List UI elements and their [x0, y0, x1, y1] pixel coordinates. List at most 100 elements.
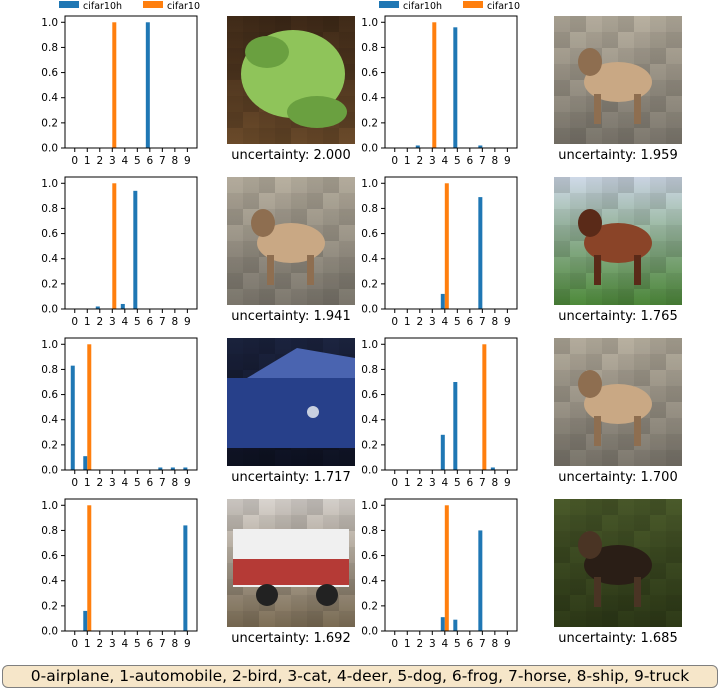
x-tick-label: 0 [71, 477, 78, 489]
y-tick-label: 0.4 [41, 575, 58, 587]
x-tick-label: 2 [416, 155, 423, 167]
uncertainty-label: uncertainty: 1.765 [558, 309, 677, 324]
x-tick-label: 2 [96, 638, 103, 650]
y-tick-label: 0.6 [41, 67, 58, 79]
x-tick-label: 4 [121, 638, 128, 650]
axes-frame [384, 337, 518, 471]
y-tick-label: 0.8 [41, 203, 58, 215]
x-tick-label: 4 [121, 477, 128, 489]
bar-cifar10h-7 [478, 197, 483, 309]
uncertainty-label: uncertainty: 1.700 [558, 470, 677, 485]
y-tick-label: 0.2 [41, 600, 58, 612]
y-tick-label: 1.0 [41, 339, 58, 351]
x-tick-label: 1 [404, 638, 411, 650]
bar-cifar10h-4 [120, 303, 125, 309]
x-tick-label: 3 [109, 477, 116, 489]
legend-swatch-cifar10h [59, 1, 79, 8]
truck-thumbnail [227, 499, 355, 627]
x-tick-label: 8 [172, 638, 179, 650]
y-tick-label: 1.0 [361, 500, 378, 512]
y-tick-label: 0.4 [361, 414, 378, 426]
bar-cifar10h-0 [70, 365, 75, 470]
x-tick-label: 6 [466, 477, 473, 489]
x-tick-label: 4 [441, 316, 448, 328]
x-tick-label: 3 [109, 155, 116, 167]
x-tick-label: 3 [109, 638, 116, 650]
y-tick-label: 0.2 [41, 278, 58, 290]
bar-cifar10h-4 [440, 617, 445, 631]
x-tick-label: 6 [466, 316, 473, 328]
x-tick-label: 1 [84, 316, 91, 328]
bar-cifar10h-9 [183, 525, 188, 631]
x-tick-label: 4 [441, 638, 448, 650]
y-tick-label: 0.2 [361, 278, 378, 290]
x-tick-label: 0 [71, 316, 78, 328]
x-tick-label: 8 [172, 316, 179, 328]
y-tick-label: 0.6 [41, 389, 58, 401]
uncertainty-label: uncertainty: 1.717 [231, 470, 350, 485]
bar-cifar10h-5 [453, 619, 458, 631]
x-tick-label: 1 [84, 638, 91, 650]
uncertainty-label: uncertainty: 1.685 [558, 631, 677, 646]
x-tick-label: 6 [146, 638, 153, 650]
x-tick-label: 8 [492, 316, 499, 328]
bar-cifar10h-5 [453, 27, 458, 148]
x-tick-label: 9 [504, 477, 511, 489]
x-tick-label: 5 [454, 638, 461, 650]
bar-cifar10h-9 [183, 467, 188, 470]
x-tick-label: 0 [391, 638, 398, 650]
x-tick-label: 1 [84, 477, 91, 489]
dog-thumbnail [227, 177, 355, 305]
x-tick-label: 5 [134, 155, 141, 167]
x-tick-label: 2 [96, 477, 103, 489]
y-tick-label: 0.8 [361, 364, 378, 376]
legend-swatch-cifar10 [463, 1, 483, 8]
x-tick-label: 5 [454, 155, 461, 167]
class-legend-box: 0-airplane, 1-automobile, 2-bird, 3-cat,… [2, 665, 718, 688]
chart-panel: 0 1 2 3 4 5 6 7 8 9 0.0 0.2 0.4 0.6 0.8 1.0 uncertainty:… [41, 498, 355, 650]
chart-panel: 0 1 2 3 4 5 6 7 8 9 0.0 0.2 0.4 0.6 0.8 1.0 uncertainty:… [361, 176, 682, 328]
x-tick-label: 1 [404, 316, 411, 328]
x-tick-label: 5 [454, 477, 461, 489]
series-legend: cifar10h cifar10 [59, 1, 200, 12]
x-tick-label: 0 [71, 155, 78, 167]
chart-panel: 0 1 2 3 4 5 6 7 8 9 0.0 0.2 0.4 0.6 0.8 1.0 uncertainty:… [361, 337, 682, 489]
x-tick-label: 0 [71, 638, 78, 650]
y-tick-label: 0.8 [41, 42, 58, 54]
bar-cifar10h-5 [453, 382, 458, 470]
uncertainty-label: uncertainty: 2.000 [231, 148, 350, 163]
bar-cifar10h-1 [83, 456, 88, 470]
bar-cifar10h-8 [490, 467, 495, 470]
y-tick-label: 0.6 [361, 228, 378, 240]
x-tick-label: 8 [492, 638, 499, 650]
y-tick-label: 0.6 [361, 550, 378, 562]
x-tick-label: 3 [429, 477, 436, 489]
dog-thumbnail [554, 16, 682, 144]
y-tick-label: 1.0 [361, 17, 378, 29]
y-tick-label: 0.0 [361, 143, 378, 155]
y-tick-label: 0.4 [41, 253, 58, 265]
axes-frame [384, 15, 518, 149]
x-tick-label: 7 [479, 155, 486, 167]
x-tick-label: 0 [391, 155, 398, 167]
frog-thumbnail [227, 16, 355, 144]
y-tick-label: 0.4 [41, 92, 58, 104]
bar-cifar10h-7 [478, 145, 483, 148]
horse-thumbnail [554, 499, 682, 627]
legend-swatch-cifar10 [143, 1, 163, 8]
x-tick-label: 7 [479, 477, 486, 489]
x-tick-label: 5 [134, 638, 141, 650]
x-tick-label: 3 [429, 638, 436, 650]
chart-panel: 0 1 2 3 4 5 6 7 8 9 0.0 0.2 0.4 0.6 0.8 1.0 uncertainty:… [41, 15, 355, 167]
y-tick-label: 1.0 [361, 339, 378, 351]
axes-frame [64, 176, 198, 310]
x-tick-label: 5 [134, 316, 141, 328]
y-tick-label: 0.6 [361, 67, 378, 79]
x-tick-label: 8 [492, 155, 499, 167]
chart-panel: 0 1 2 3 4 5 6 7 8 9 0.0 0.2 0.4 0.6 0.8 1.0 uncertainty:… [41, 337, 355, 489]
legend-label-cifar10h: cifar10h [83, 1, 122, 12]
x-tick-label: 3 [429, 155, 436, 167]
chart-panel: 0 1 2 3 4 5 6 7 8 9 0.0 0.2 0.4 0.6 0.8 1.0 uncertainty:… [361, 498, 682, 650]
bar-cifar10-4 [444, 505, 449, 631]
legend-label-cifar10h: cifar10h [403, 1, 442, 12]
